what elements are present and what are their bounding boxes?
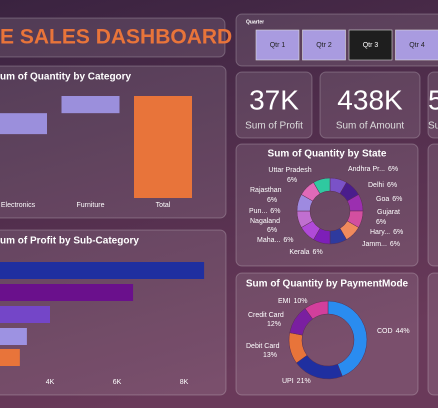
slice-label: EMI 10% [278, 298, 307, 305]
slice-value: 6% [390, 241, 400, 248]
dashboard-title: E SALES DASHBOARD [0, 26, 232, 49]
slice-label: Jamm... 6% [362, 241, 400, 248]
donut-slice [313, 177, 331, 195]
slice-name: EMI [278, 298, 291, 305]
chart-title: um of Quantity by Category [0, 72, 132, 83]
slice-value: 6% [392, 196, 402, 203]
slice-value: 6% [313, 249, 323, 256]
slice-name: Pun... [249, 208, 267, 215]
slice-name: Delhi [368, 182, 384, 189]
bar [0, 284, 134, 301]
bar [0, 349, 20, 366]
slicer-option[interactable]: Qtr 1 [270, 42, 286, 49]
chart-panel [427, 143, 438, 267]
slice-label: Delhi 6% [368, 182, 397, 189]
slicer: Qtr 1 Qtr 2 Qtr 3 Qtr 4 [255, 29, 438, 61]
slicer-option[interactable]: Qtr 3 [363, 42, 379, 49]
slice-name: Hary... [370, 229, 390, 236]
slice-value: 6% [393, 229, 403, 236]
slice-name: Gujarat [377, 209, 400, 216]
x-tick-label: 8K [180, 379, 189, 386]
slice-name: UPI [282, 378, 294, 385]
chart-panel [0, 65, 227, 219]
slice-value: 10% [293, 298, 307, 305]
slice-label: Hary... 6% [370, 229, 403, 236]
slicer-button[interactable] [255, 29, 300, 61]
header-panel [0, 17, 226, 58]
slice-name: COD [377, 328, 393, 335]
card-panel [427, 71, 438, 139]
slice-label: Goa 6% [376, 196, 402, 203]
chart-title: Sum of Quantity by PaymentMode [246, 279, 409, 290]
slice-name: Kerala [289, 249, 309, 256]
slice-label: Kerala 6% [289, 249, 322, 256]
x-tick-label: Total [156, 202, 171, 209]
chart-panel [427, 272, 438, 396]
x-tick-label: Electronics [1, 202, 36, 209]
slice-value: 12% [267, 321, 281, 328]
slice-label: COD 44% [377, 328, 410, 335]
chart-title: um of Profit by Sub-Category [0, 236, 139, 247]
slice-name: Andhra Pr... [348, 166, 385, 173]
slice-value: 21% [297, 378, 311, 385]
slice-name: Nagaland [250, 218, 280, 225]
bar [134, 96, 192, 198]
slice-value: 6% [376, 219, 386, 226]
x-tick-label: Furniture [76, 202, 104, 209]
slice-label: Andhra Pr... 6% [348, 166, 398, 173]
slice-label: Pun... 6% [249, 208, 280, 215]
slice-value: 6% [267, 197, 277, 204]
slice-label: UPI 21% [282, 378, 311, 385]
bar [0, 113, 47, 135]
slice-value: 6% [267, 227, 277, 234]
bar [61, 96, 120, 114]
x-tick-label: 4K [46, 379, 55, 386]
card-label: Sum of Profit [245, 121, 303, 132]
card-value: 56 [428, 84, 438, 115]
slice-value: 6% [287, 177, 297, 184]
x-tick-label: 6K [113, 379, 122, 386]
slice-value: 6% [387, 182, 397, 189]
slice-value: 44% [396, 328, 410, 335]
slice-name: Rajasthan [250, 187, 282, 194]
slice-name: Debit Card [246, 343, 280, 350]
slicer-label: Quarter [246, 19, 264, 25]
card-label: Sum of Amount [336, 121, 405, 132]
slice-name: Maha... [257, 237, 280, 244]
slice-name: Uttar Pradesh [268, 167, 311, 174]
chart-title: Sum of Quantity by State [268, 149, 387, 160]
chart-panel [235, 143, 419, 267]
slice-name: Credit Card [248, 312, 284, 319]
slicer-button[interactable] [302, 29, 346, 61]
card-label: Sum o [428, 121, 438, 132]
slicer-button[interactable] [348, 29, 393, 61]
bar [0, 328, 27, 345]
slice-name: Jamm... [362, 241, 387, 248]
bar [0, 262, 205, 279]
slice-value: 6% [283, 237, 293, 244]
slice-label: Maha... 6% [257, 237, 293, 244]
card-panel [235, 71, 313, 139]
donut-slice [304, 300, 329, 320]
slice-value: 13% [263, 352, 277, 359]
slicer-button[interactable] [395, 29, 438, 61]
card-panel [319, 71, 421, 139]
card-value: 37K [249, 84, 299, 115]
card-value: 438K [337, 84, 403, 115]
slice-value: 6% [270, 208, 280, 215]
slice-name: Goa [376, 196, 389, 203]
slicer-option[interactable]: Qtr 4 [409, 42, 425, 49]
slice-value: 6% [388, 166, 398, 173]
bar [0, 306, 50, 323]
chart-panel [235, 272, 419, 396]
slicer-option[interactable]: Qtr 2 [316, 42, 332, 49]
